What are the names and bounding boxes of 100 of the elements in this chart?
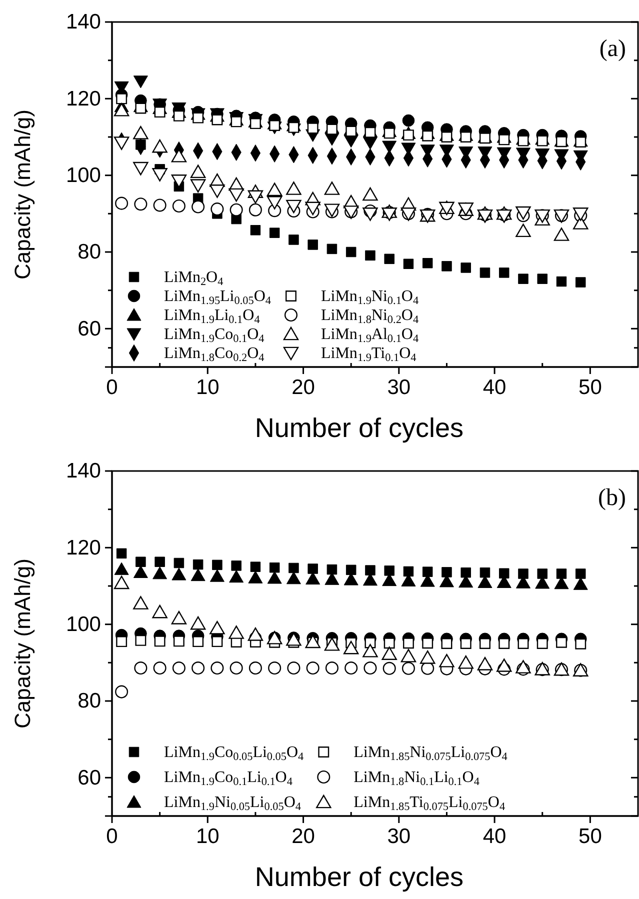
point — [152, 139, 168, 153]
point — [136, 556, 146, 567]
point — [422, 566, 433, 577]
point — [190, 179, 206, 192]
point — [460, 567, 471, 578]
point — [306, 662, 320, 675]
point — [480, 567, 490, 578]
point — [173, 110, 184, 122]
point — [228, 626, 244, 639]
point — [400, 648, 416, 662]
point — [287, 662, 300, 675]
x-tick-label: 0 — [106, 824, 118, 848]
point — [229, 570, 244, 583]
legend-label: LiMn$_{1.85}$Ni$_{0.075}$Li$_{0.075}$O$_{4}$ — [354, 744, 508, 764]
point — [266, 196, 282, 210]
x-tick-label: 40 — [482, 824, 506, 848]
x-tick-label: 10 — [196, 824, 220, 848]
point — [116, 93, 128, 104]
point — [477, 657, 493, 670]
point — [248, 203, 262, 216]
x-axis-title: Number of cycles — [254, 413, 464, 443]
point — [248, 662, 262, 675]
point — [518, 568, 528, 579]
point — [250, 225, 261, 236]
legend-label: LiMn$_{1.9}$Ti$_{0.1}$O$_{4}$ — [320, 345, 417, 364]
point — [382, 662, 396, 675]
point — [269, 562, 280, 573]
point — [212, 560, 222, 570]
point — [554, 228, 570, 241]
point — [346, 564, 356, 576]
point — [135, 102, 146, 114]
point — [403, 258, 414, 270]
point — [115, 685, 128, 698]
point — [114, 576, 130, 590]
legend-label: LiMn$_{1.9}$Li$_{0.1}$O$_{4}$ — [164, 307, 260, 326]
legend-label: LiMn$_{1.9}$Ni$_{0.05}$Li$_{0.05}$O$_{4}$ — [164, 794, 302, 814]
point — [190, 616, 206, 630]
point — [498, 268, 510, 278]
point — [248, 627, 264, 641]
point — [382, 646, 397, 660]
point — [420, 650, 436, 664]
legend-label: LiMn$_{1.9}$Co$_{0.1}$O$_{4}$ — [164, 326, 265, 346]
point — [268, 662, 282, 675]
x-tick-label: 40 — [482, 376, 506, 399]
point — [478, 575, 492, 588]
point — [210, 662, 224, 675]
x-tick-label: 20 — [292, 824, 315, 848]
point — [192, 636, 204, 648]
point — [210, 569, 224, 582]
point — [152, 566, 168, 580]
point — [573, 577, 588, 590]
point — [575, 277, 586, 288]
point — [248, 570, 263, 584]
point — [172, 568, 186, 580]
point — [269, 228, 280, 238]
point — [518, 274, 528, 284]
point — [288, 562, 299, 574]
y-axis-title: Capacity (mAh/g) — [10, 110, 35, 280]
point — [154, 106, 166, 118]
point — [192, 662, 205, 675]
point — [384, 638, 395, 649]
point — [536, 638, 548, 649]
y-axis-title: Capacity (mAh/g) — [10, 558, 35, 728]
point — [115, 196, 128, 210]
point — [441, 132, 452, 142]
y-tick-label: 140 — [66, 10, 101, 34]
point — [307, 122, 318, 134]
point — [192, 112, 204, 124]
point — [324, 637, 340, 651]
point — [575, 568, 586, 579]
point — [116, 548, 127, 559]
point — [114, 102, 130, 116]
point — [402, 662, 415, 675]
point — [498, 134, 510, 146]
point — [536, 135, 548, 146]
point — [496, 658, 512, 672]
point — [442, 567, 452, 578]
point — [192, 559, 204, 570]
point — [153, 198, 166, 212]
point — [250, 562, 261, 572]
point — [344, 662, 358, 675]
point — [288, 234, 299, 245]
point — [460, 262, 471, 273]
point — [537, 568, 548, 579]
point — [384, 566, 394, 576]
point — [286, 571, 301, 584]
point — [516, 224, 531, 238]
point — [324, 572, 340, 585]
point — [248, 190, 264, 204]
point — [326, 124, 338, 135]
legend-label: LiMn$_{1.8}$Co$_{0.2}$O$_{4}$ — [164, 345, 265, 364]
point — [192, 200, 205, 214]
point — [364, 126, 376, 138]
x-tick-label: 50 — [578, 376, 602, 399]
point — [230, 116, 242, 128]
point — [362, 208, 378, 221]
point — [441, 638, 452, 649]
point — [230, 662, 243, 675]
point — [190, 568, 206, 582]
point — [346, 246, 356, 258]
